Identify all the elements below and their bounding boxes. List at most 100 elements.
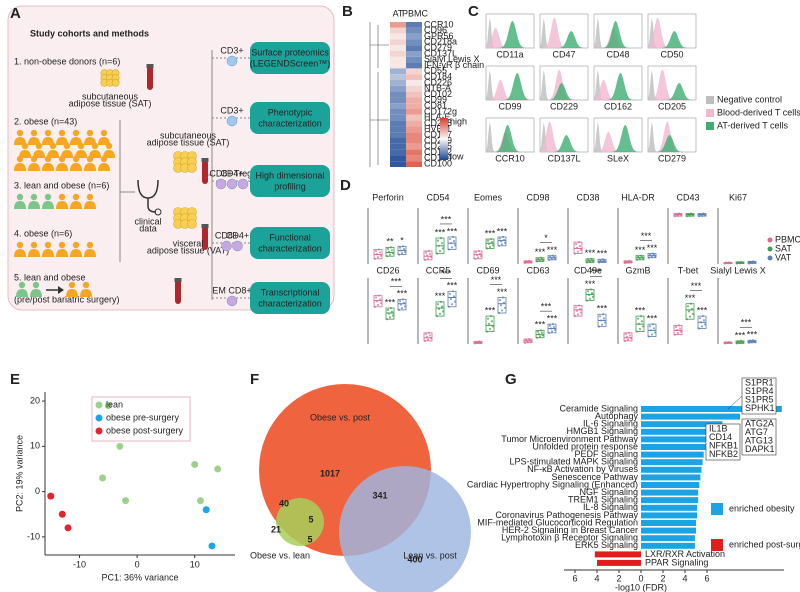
histogram-label: CD162 xyxy=(604,101,632,111)
method-label: (LEGENDScreen™) xyxy=(250,58,331,68)
jitter-dot xyxy=(386,308,390,311)
box xyxy=(447,290,457,308)
person-icon xyxy=(14,163,26,171)
histogram-at xyxy=(540,135,588,152)
significance: *** xyxy=(397,289,408,299)
person-icon xyxy=(28,137,40,145)
jitter-dot xyxy=(686,305,690,308)
jitter-dot xyxy=(378,251,382,254)
histogram-at xyxy=(594,20,642,48)
method-box xyxy=(250,165,330,197)
jitter-dot xyxy=(574,306,578,309)
legend-swatch xyxy=(711,503,723,515)
jitter-dot xyxy=(453,244,457,247)
marker-title: Perforin xyxy=(372,192,404,202)
jitter-dot xyxy=(453,300,457,303)
jitter-dot xyxy=(388,253,392,256)
cohort-label: 1. non-obese donors (n=6) xyxy=(14,56,120,66)
person-icon xyxy=(42,201,54,209)
person-icon xyxy=(68,281,76,289)
heatmap-cell xyxy=(406,51,422,57)
row-label: Sialyl Lewis X xyxy=(424,54,480,64)
significance: *** xyxy=(391,277,402,287)
jitter-dot xyxy=(552,325,556,329)
heatmap-cell xyxy=(406,80,422,86)
jitter-dot xyxy=(426,257,430,260)
jitter-dot xyxy=(499,304,503,307)
category-label: PEDF Signaling xyxy=(574,449,638,459)
bar xyxy=(641,474,701,481)
tube-cap xyxy=(146,64,154,68)
significance: *** xyxy=(441,269,452,279)
histogram-negative xyxy=(486,69,534,100)
bar xyxy=(641,406,782,412)
heatmap-cell xyxy=(406,143,422,150)
point xyxy=(202,506,210,514)
box xyxy=(485,238,495,249)
heatmap-cell xyxy=(406,109,422,115)
method-box xyxy=(250,102,330,134)
jitter-dot xyxy=(441,310,445,313)
point xyxy=(191,460,199,468)
cell-icon xyxy=(221,240,232,252)
point xyxy=(58,510,66,518)
legend-dot xyxy=(95,427,103,435)
person-icon xyxy=(72,129,80,137)
method-label: High dimensional xyxy=(255,170,324,180)
jitter-dot xyxy=(486,239,490,242)
marker-title: CCR5 xyxy=(426,265,451,275)
row-label: IFN-γR β chain xyxy=(424,60,484,70)
y-tick-label: 0 xyxy=(35,486,40,496)
category-label: LXR/RXR Activation xyxy=(645,549,725,559)
tissue-label: adipose tissue (SAT) xyxy=(147,137,230,147)
jitter-dot xyxy=(653,331,657,334)
stethoscope-icon xyxy=(137,179,159,213)
jitter-dot xyxy=(590,292,594,295)
method-box xyxy=(250,42,330,74)
heatmap-cell xyxy=(390,39,406,46)
marker-title: CD69 xyxy=(476,265,499,275)
significance: *** xyxy=(535,247,546,257)
jitter-dot xyxy=(503,306,507,309)
person-icon xyxy=(84,249,96,257)
significance: *** xyxy=(435,291,446,301)
significance: *** xyxy=(497,287,508,297)
significance: *** xyxy=(697,305,708,315)
significance: *** xyxy=(747,330,758,340)
person-icon xyxy=(86,193,94,201)
significance: ** xyxy=(386,237,394,247)
jitter-dot xyxy=(553,328,557,332)
person-icon xyxy=(35,142,43,150)
panel-label: D xyxy=(340,177,351,194)
jitter-dot xyxy=(374,296,378,299)
gene-label: S1PR5 xyxy=(745,395,774,405)
panel-label: E xyxy=(10,371,20,388)
heatmap-cell xyxy=(406,85,422,92)
heatmap-cell xyxy=(406,161,422,167)
marker-title: CD49e xyxy=(574,265,602,275)
row-label: CD184 xyxy=(424,71,452,81)
significance: *** xyxy=(485,228,496,238)
cell-icon xyxy=(215,178,227,190)
point xyxy=(214,465,222,473)
tube-icon xyxy=(202,160,208,184)
jitter-dot xyxy=(640,320,644,323)
jitter-dot xyxy=(428,334,432,337)
heatmap-cell xyxy=(390,149,406,156)
person-icon xyxy=(58,241,66,249)
person-icon xyxy=(56,201,68,209)
histogram-negative xyxy=(648,121,696,152)
jitter-dot xyxy=(638,327,642,331)
person-icon xyxy=(30,155,38,163)
legend-swatch xyxy=(706,96,714,104)
histogram-at xyxy=(594,124,642,152)
category-label: IL-8 Signaling xyxy=(583,502,638,512)
jitter-dot xyxy=(426,338,430,341)
heatmap-cell xyxy=(406,45,422,51)
jitter-dot xyxy=(424,333,428,336)
box xyxy=(423,250,433,261)
box xyxy=(385,307,395,320)
person-icon xyxy=(84,137,96,145)
gene-label: IL1B xyxy=(709,423,728,433)
cohort-label: 5. lean and obese xyxy=(14,272,86,282)
